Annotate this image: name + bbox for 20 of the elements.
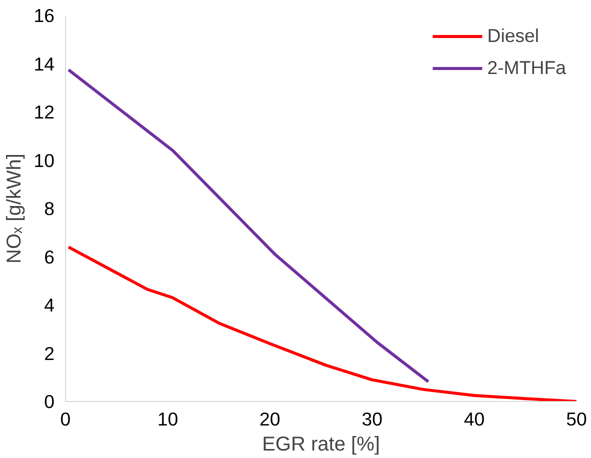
y-tick-label: 16	[34, 5, 55, 26]
y-tick-label: 4	[44, 294, 55, 316]
x-tick-label: 40	[464, 408, 485, 430]
y-tick-label: 14	[34, 53, 55, 74]
x-tick-label: 0	[60, 408, 71, 430]
line-series	[67, 68, 430, 384]
y-tick-label: 12	[34, 102, 55, 122]
legend-label: Diesel	[487, 25, 540, 47]
y-tick-label: 2	[44, 342, 55, 364]
x-tick-label: 20	[260, 408, 280, 430]
y-tick-label: 6	[44, 246, 55, 268]
x-tick-label: 30	[362, 408, 382, 430]
x-tick-label: 50	[566, 408, 587, 430]
x-tick-label: 10	[157, 408, 178, 430]
y-tick-label: 10	[34, 150, 55, 171]
y-axis-title: NOₓ [g/kWh]	[4, 154, 26, 264]
x-axis-title: EGR rate [%]	[262, 434, 380, 456]
y-tick-label: 8	[44, 198, 55, 219]
legend-label: 2-MTHFa	[487, 57, 566, 79]
y-tick-label: 0	[44, 391, 55, 412]
